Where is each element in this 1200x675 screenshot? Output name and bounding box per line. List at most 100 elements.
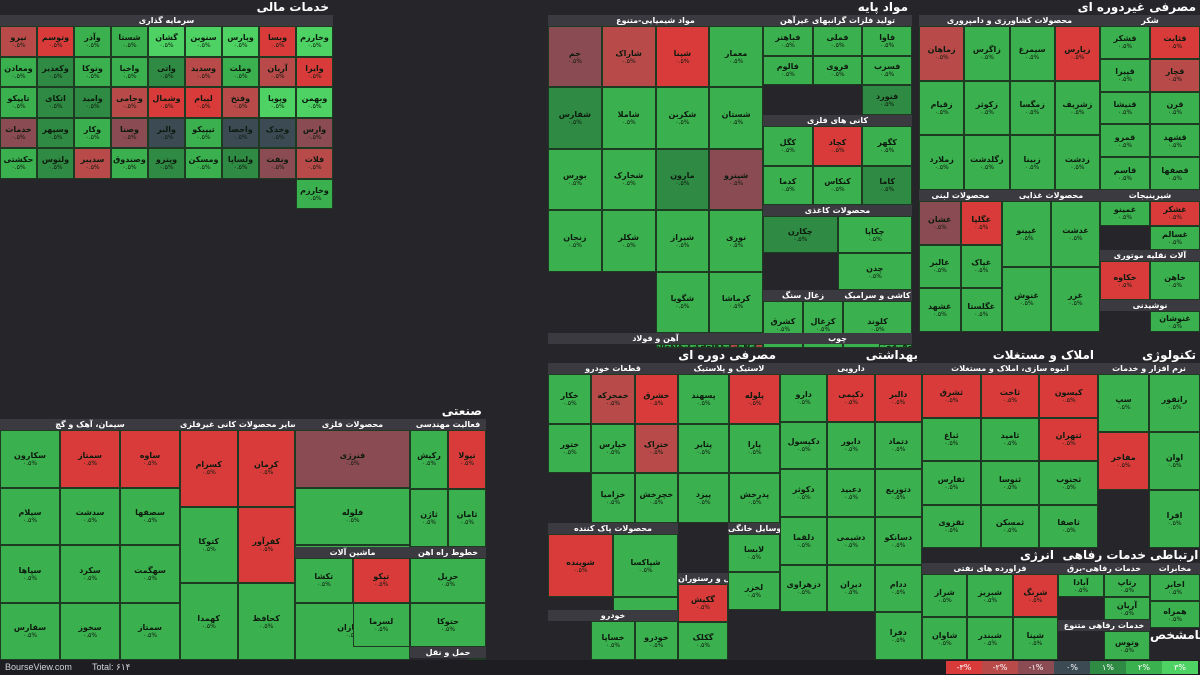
stock-tile[interactable]: ومسکن ۰.۵% [185, 148, 222, 179]
stock-tile[interactable]: سدیبر ۰.۵% [74, 148, 111, 179]
stock-tile[interactable]: وخارزم ۰.۵% [296, 178, 333, 209]
stock-tile[interactable]: فجر [705, 344, 714, 348]
stock-tile[interactable]: زنجان ۰.۵% [548, 210, 602, 272]
stock-tile[interactable]: قثابت ۰.۵% [1150, 26, 1200, 59]
stock-tile[interactable]: وایرا ۰.۵% [296, 56, 333, 87]
group-title[interactable]: نرم افزار و خدمات [1098, 363, 1200, 374]
stock-tile[interactable]: پارا ۰.۵% [729, 423, 780, 474]
stock-tile[interactable]: خزامیا ۰.۵% [591, 473, 635, 523]
group-title[interactable]: محصولات لبنی [919, 190, 1002, 201]
stock-tile[interactable]: ثفارس ۰.۵% [922, 461, 981, 505]
stock-tile[interactable]: فسدید [680, 344, 689, 348]
stock-tile[interactable]: سیمرغ ۰.۵% [1009, 26, 1055, 81]
stock-tile[interactable]: دشیمی ۰.۵% [827, 517, 875, 565]
group-title[interactable]: لاستیک و پلاستیک [678, 363, 780, 374]
stock-tile[interactable]: زشریف ۰.۵% [1054, 80, 1100, 136]
stock-tile[interactable]: شپنا ۰.۵% [1012, 617, 1058, 660]
stock-tile[interactable]: خشرق ۰.۵% [634, 374, 678, 424]
stock-tile[interactable]: ساوه ۰.۵% [120, 430, 180, 488]
stock-tile[interactable]: ثامان ۰.۵% [448, 488, 486, 547]
stock-tile[interactable]: همراه ۰.۵% [1150, 601, 1200, 628]
stock-tile[interactable]: آریان ۰.۵% [259, 56, 296, 87]
stock-tile[interactable]: سمتاز ۰.۵% [60, 430, 120, 488]
stock-tile[interactable]: فوکا [729, 344, 739, 348]
stock-tile[interactable]: فاوا ۰.۵% [862, 26, 912, 56]
stock-tile[interactable]: فملی ۰.۵% [812, 26, 863, 56]
stock-tile[interactable]: وصنا ۰.۵% [111, 117, 148, 148]
stock-tile[interactable]: ومعادن ۰.۵% [0, 56, 37, 87]
group-title[interactable]: کاشی و سرامیک [843, 290, 912, 301]
stock-tile[interactable]: غسالم ۰.۵% [1150, 225, 1200, 250]
group-title[interactable]: محصولات پاک کننده [548, 523, 678, 534]
stock-tile[interactable]: وجامی ۰.۵% [111, 87, 148, 118]
stock-tile[interactable]: کحافظ ۰.۵% [237, 583, 295, 660]
stock-tile[interactable]: وسپهر ۰.۵% [37, 117, 74, 148]
stock-tile[interactable]: خکاوه ۰.۵% [1100, 261, 1150, 300]
stock-tile[interactable]: دکیمی ۰.۵% [827, 374, 875, 422]
stock-tile[interactable]: غمینو ۰.۵% [1100, 201, 1150, 226]
group-title[interactable]: تولید فلزات گرانبهای غیرآهن [763, 15, 912, 26]
stock-tile[interactable]: ارفع [713, 344, 722, 348]
group-title[interactable]: محصولات فلزی [295, 419, 410, 430]
group-title[interactable]: نوشیدنی [1100, 300, 1200, 311]
stock-tile[interactable]: ختور ۰.۵% [548, 423, 592, 474]
group-title[interactable]: محصولات غذایی [1002, 190, 1100, 201]
stock-tile[interactable]: دابور ۰.۵% [827, 421, 875, 470]
group-title[interactable]: هتل و رستوران [678, 573, 728, 584]
stock-tile[interactable]: ثمسکن ۰.۵% [980, 504, 1040, 548]
group-title[interactable]: خطوط راه اهن [410, 547, 486, 558]
stock-tile[interactable]: ولتوس ۰.۵% [37, 148, 74, 179]
stock-tile[interactable]: وشمال ۰.۵% [148, 87, 185, 118]
group-title[interactable]: مواد شیمیایی-متنوع [548, 15, 763, 26]
stock-tile[interactable]: تپولا ۰.۵% [448, 430, 486, 489]
group-title[interactable]: حمل و نقل [410, 647, 486, 658]
stock-tile[interactable]: مفاخر ۰.۵% [1098, 432, 1149, 490]
group-title[interactable]: کانی های فلزی [763, 115, 912, 126]
stock-tile[interactable]: لپیام ۰.۵% [185, 87, 222, 118]
stock-tile[interactable]: شگویا ۰.۵% [655, 271, 710, 333]
stock-tile[interactable]: اخابر ۰.۵% [1150, 574, 1200, 601]
stock-tile[interactable]: خساپا ۰.۵% [591, 621, 635, 660]
stock-tile[interactable]: خمحرکه ۰.۵% [591, 374, 635, 424]
stock-tile[interactable]: پلوله ۰.۵% [729, 374, 780, 424]
sector-title[interactable]: مواد پایه [548, 0, 912, 15]
stock-tile[interactable]: ثجنوب ۰.۵% [1039, 461, 1098, 505]
stock-tile[interactable]: فباهنر ۰.۵% [763, 26, 813, 56]
sector-title[interactable]: خدمات مالی [0, 0, 333, 15]
stock-tile[interactable]: دارو ۰.۵% [780, 374, 828, 422]
stock-tile[interactable]: کرماشا ۰.۵% [709, 271, 763, 333]
stock-tile[interactable]: زدشت ۰.۵% [1054, 135, 1100, 190]
stock-tile[interactable]: سمتاز ۰.۵% [120, 602, 180, 660]
stock-tile[interactable]: ثشرق ۰.۵% [922, 374, 981, 418]
group-title[interactable]: وسایل خانگی [728, 523, 780, 534]
stock-tile[interactable]: دعبید ۰.۵% [827, 469, 875, 517]
stock-tile[interactable]: وتوس ۰.۵% [1104, 631, 1150, 660]
group-title[interactable]: خدمات رفاهی-برق [1058, 563, 1150, 574]
stock-tile[interactable]: غشان ۰.۵% [919, 201, 961, 245]
stock-tile[interactable]: زقیام ۰.۵% [919, 80, 965, 136]
stock-tile[interactable]: سپاها ۰.۵% [0, 545, 60, 603]
stock-tile[interactable]: پتایر ۰.۵% [678, 423, 729, 474]
stock-tile[interactable]: دیران ۰.۵% [827, 564, 875, 613]
stock-tile[interactable]: کگهر ۰.۵% [862, 126, 912, 166]
stock-tile[interactable]: کاما ۰.۵% [862, 165, 912, 205]
stock-tile[interactable]: سصفها ۰.۵% [120, 487, 180, 545]
stock-tile[interactable]: شاوان ۰.۵% [922, 617, 968, 660]
stock-tile[interactable]: سکرد ۰.۵% [60, 545, 120, 603]
sector-title[interactable]: صنعتی [0, 404, 486, 419]
stock-tile[interactable]: دالبر ۰.۵% [874, 374, 922, 422]
stock-tile[interactable]: وآذر ۰.۵% [74, 26, 111, 57]
stock-tile[interactable]: قشکر ۰.۵% [1100, 26, 1150, 59]
stock-tile[interactable]: شکلر ۰.۵% [601, 210, 656, 272]
group-title[interactable]: محصولات کشاورزی و دامپروری [919, 15, 1100, 26]
stock-tile[interactable]: غشهد ۰.۵% [919, 288, 961, 332]
group-title[interactable]: زغال سنگ [763, 290, 843, 301]
stock-tile[interactable]: اتکای ۰.۵% [37, 87, 74, 118]
stock-tile[interactable]: فاذر [655, 344, 664, 348]
stock-tile[interactable]: وفتخ ۰.۵% [222, 87, 259, 118]
stock-tile[interactable]: لخزر ۰.۵% [728, 572, 780, 610]
stock-tile[interactable]: آریان ۰.۵% [1104, 597, 1150, 620]
stock-tile[interactable]: ثقزوی ۰.۵% [922, 504, 981, 548]
stock-tile[interactable]: ونفت ۰.۵% [259, 148, 296, 179]
sector-title[interactable]: خدمات رفاهی [1058, 548, 1150, 563]
